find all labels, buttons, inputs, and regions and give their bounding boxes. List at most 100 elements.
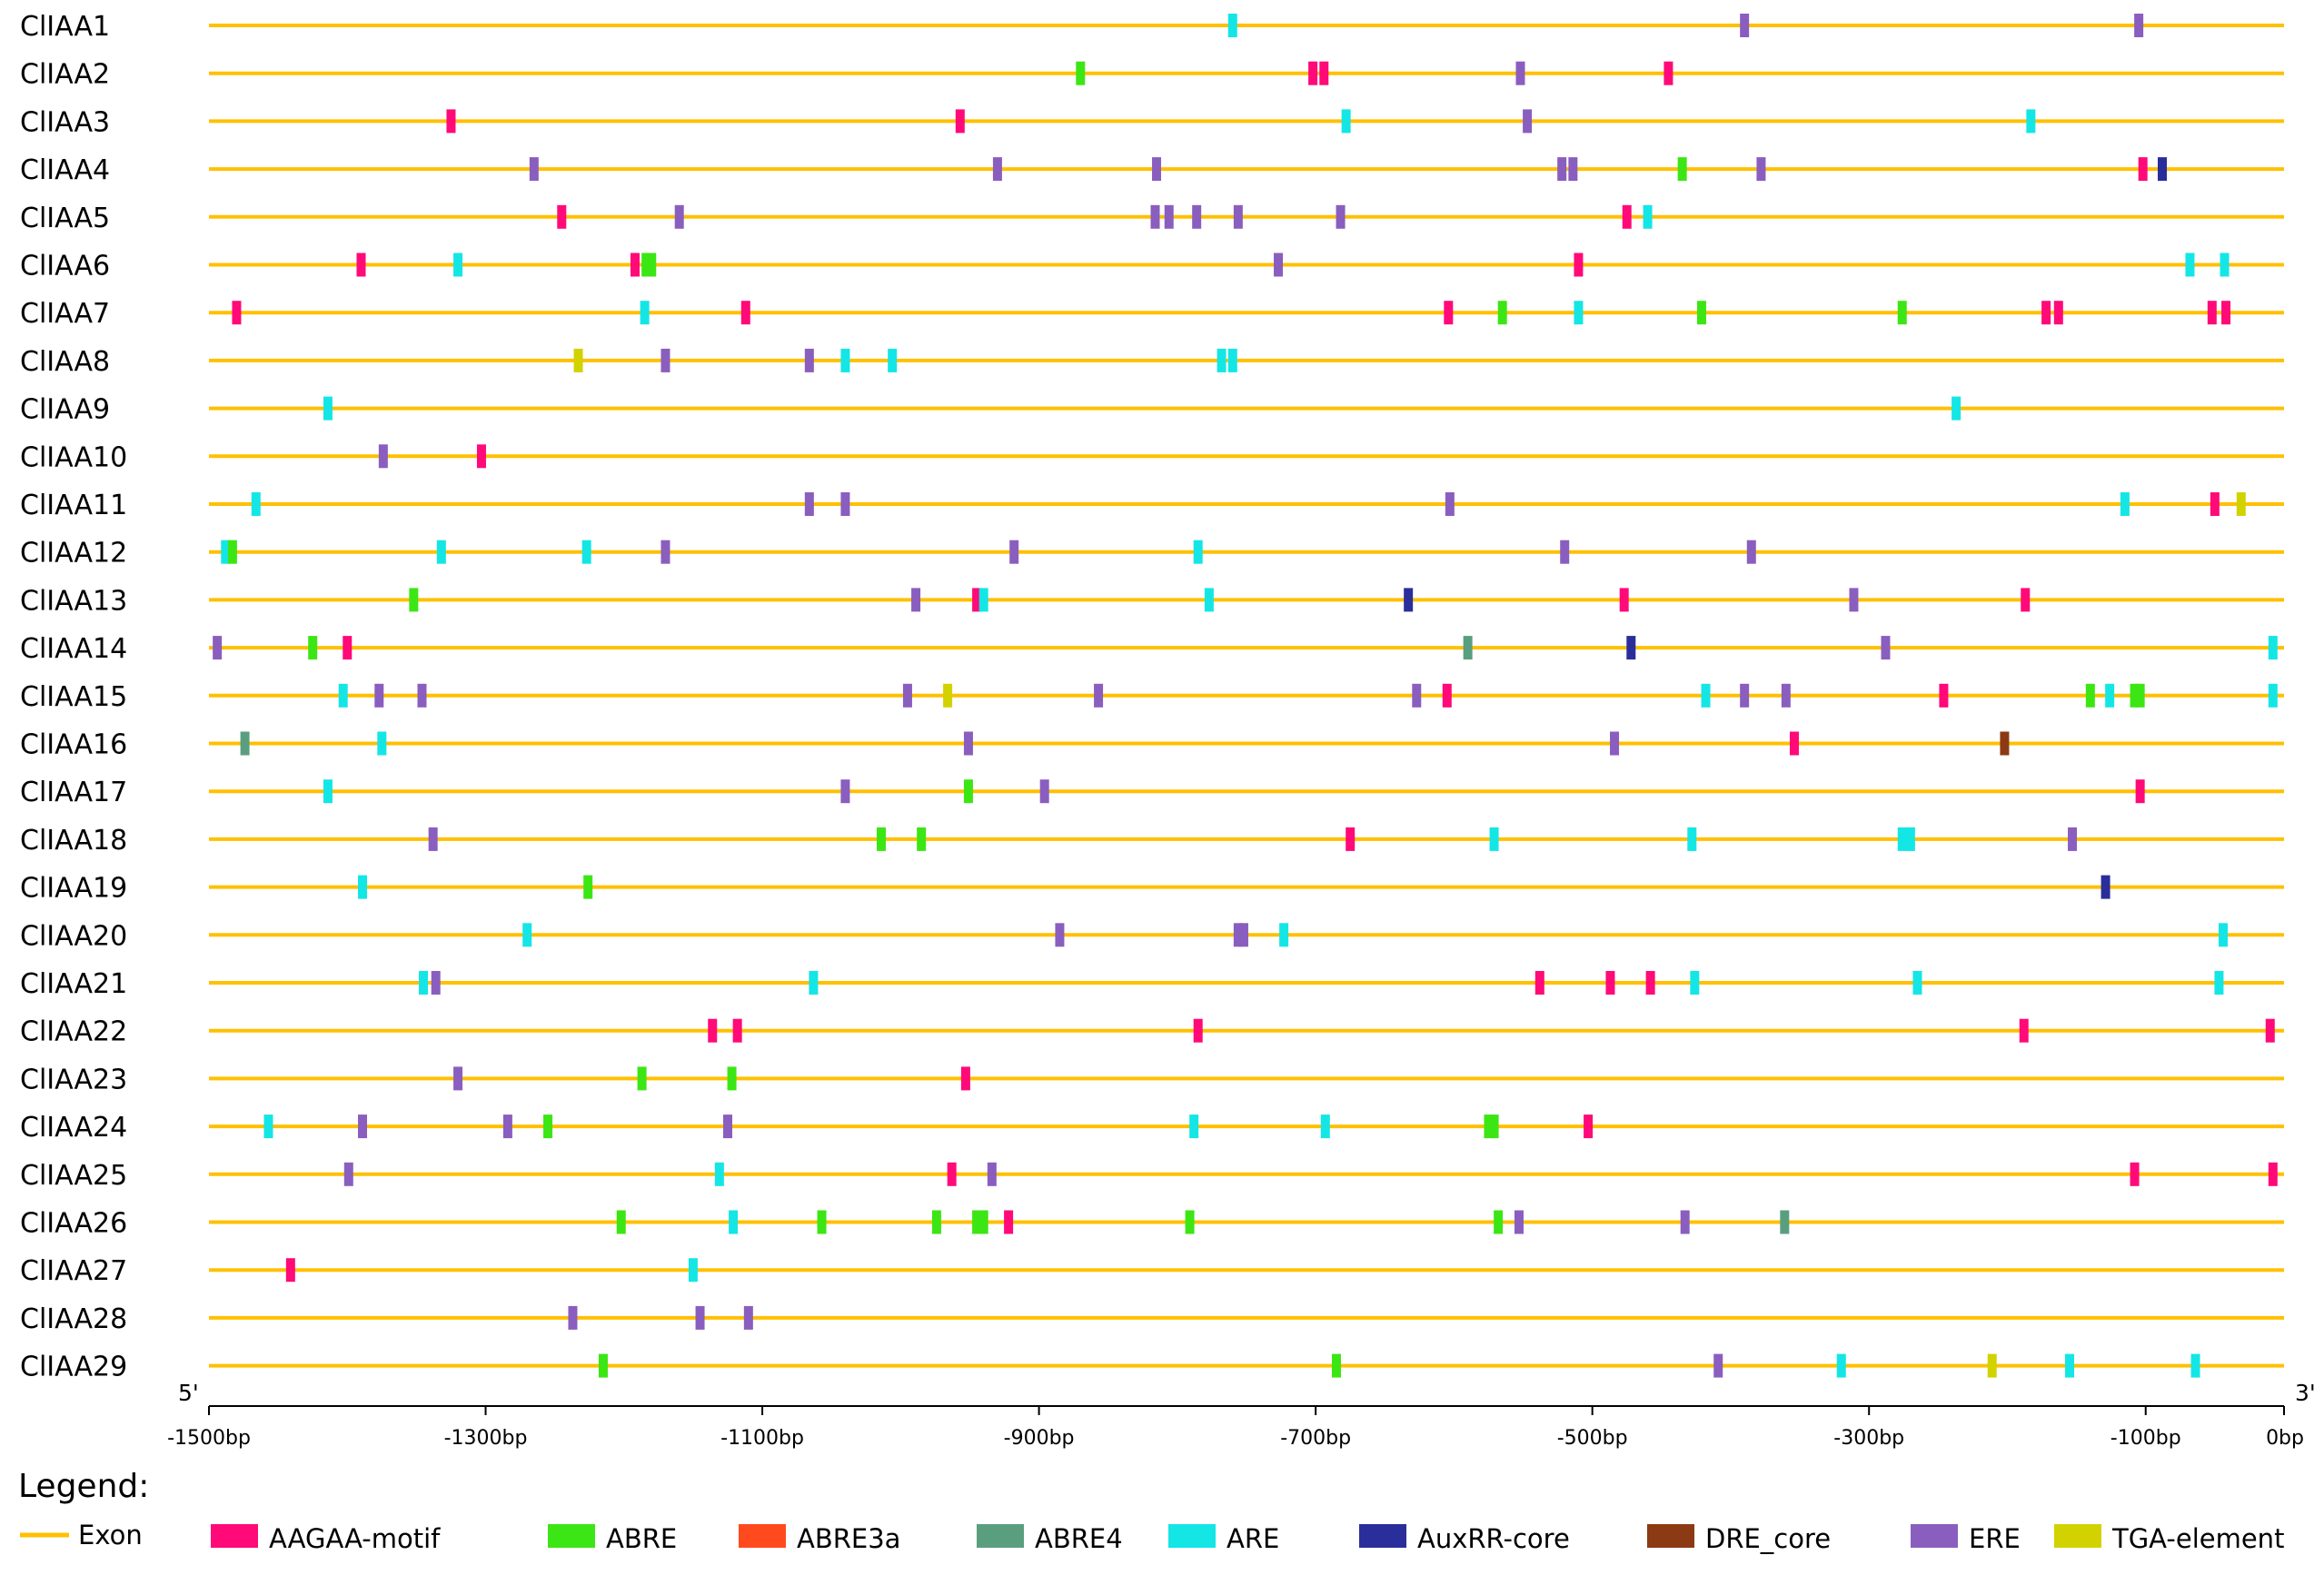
x-axis: -1500bp -1300bp -1100bp -900bp -700bp -500bp -… bbox=[167, 1380, 2316, 1450]
gene-label: ClIAA17 bbox=[20, 777, 127, 808]
legend-label: ABRE3a bbox=[797, 1523, 900, 1554]
cis-element-aagaa-motif bbox=[2138, 157, 2148, 182]
cis-element-ere bbox=[723, 1114, 732, 1139]
gene-label: ClIAA26 bbox=[20, 1208, 127, 1240]
legend-label: DRE_core bbox=[1705, 1523, 1831, 1554]
cis-element-aagaa-motif bbox=[356, 253, 366, 277]
x-tick-label: -900bp bbox=[1004, 1427, 1075, 1450]
cis-element-aagaa-motif bbox=[476, 444, 486, 469]
gene-row: ClIAA20 bbox=[20, 920, 2284, 952]
cis-element-are bbox=[809, 971, 819, 995]
x-tick-label: -1300bp bbox=[444, 1427, 528, 1450]
legend-item: ARE bbox=[1168, 1523, 1279, 1554]
cis-element-abre bbox=[641, 253, 651, 277]
legend: Legend: Exon AAGAA-motif ABRE ABRE3a ABRE4 A… bbox=[18, 1468, 2284, 1554]
cis-element-abre bbox=[972, 1210, 982, 1234]
cis-element-ere bbox=[1568, 157, 1578, 182]
five-prime-label: 5' bbox=[178, 1380, 199, 1406]
cis-element-tga-element bbox=[573, 348, 583, 372]
three-prime-label: 3' bbox=[2295, 1380, 2316, 1406]
cis-element-abre bbox=[409, 588, 419, 612]
gene-label: ClIAA14 bbox=[20, 633, 127, 665]
cis-element-are bbox=[2120, 492, 2130, 516]
cis-element-ere bbox=[1238, 923, 1248, 947]
legend-exon-label: Exon bbox=[78, 1520, 143, 1550]
cis-element-abre bbox=[647, 253, 657, 277]
cis-element-aagaa-motif bbox=[972, 588, 982, 612]
gene-label: ClIAA29 bbox=[20, 1352, 127, 1383]
cis-element-aagaa-motif bbox=[446, 109, 456, 134]
x-axis-ticks: -1500bp -1300bp -1100bp -900bp -700bp -500bp -… bbox=[167, 1406, 2304, 1450]
cis-element-tga-element bbox=[1987, 1353, 1997, 1378]
cis-element-are bbox=[1189, 1114, 1199, 1139]
cis-element-abre bbox=[727, 1066, 737, 1091]
cis-element-aagaa-motif bbox=[232, 301, 242, 325]
cis-element-aagaa-motif bbox=[557, 204, 567, 229]
legend-label: ARE bbox=[1227, 1523, 1279, 1554]
cis-element-aagaa-motif bbox=[343, 636, 353, 660]
cis-element-are bbox=[1320, 1114, 1330, 1139]
cis-element-are bbox=[263, 1114, 273, 1139]
cis-element-ere bbox=[1881, 636, 1891, 660]
cis-element-abre bbox=[963, 779, 973, 804]
gene-label: ClIAA21 bbox=[20, 968, 127, 1000]
legend-item: DRE_core bbox=[1647, 1523, 1831, 1554]
cis-element-are bbox=[714, 1162, 724, 1186]
cis-element-ere bbox=[1746, 540, 1756, 564]
cis-element-ere bbox=[1514, 1210, 1524, 1234]
legend-item: ABRE4 bbox=[977, 1523, 1123, 1554]
cis-element-are bbox=[323, 396, 333, 421]
cis-element-ere bbox=[1336, 204, 1346, 229]
gene-row: ClIAA4 bbox=[20, 154, 2284, 186]
cis-element-ere bbox=[1445, 492, 1455, 516]
x-tick-label: -300bp bbox=[1833, 1427, 1904, 1450]
cis-element-abre bbox=[227, 540, 237, 564]
gene-label: ClIAA4 bbox=[20, 154, 110, 186]
cis-element-aagaa-motif bbox=[2130, 1162, 2140, 1186]
cis-element-aagaa-motif bbox=[1442, 683, 1452, 708]
x-tick-label: 0bp bbox=[2266, 1427, 2304, 1450]
legend-label: AuxRR-core bbox=[1417, 1523, 1570, 1554]
cis-element-ere bbox=[1039, 779, 1049, 804]
cis-element-ere bbox=[1560, 540, 1570, 564]
gene-label: ClIAA20 bbox=[20, 920, 127, 952]
cis-element-are bbox=[1701, 683, 1711, 708]
cis-element-are bbox=[1687, 827, 1697, 851]
cis-element-ere bbox=[902, 683, 912, 708]
gene-row: ClIAA16 bbox=[20, 729, 2284, 761]
cis-element-are bbox=[522, 923, 532, 947]
cis-element-ere bbox=[378, 444, 388, 469]
gene-label: ClIAA8 bbox=[20, 346, 110, 378]
cis-element-ere bbox=[358, 1114, 368, 1139]
gene-label: ClIAA11 bbox=[20, 490, 127, 521]
cis-element-aagaa-motif bbox=[947, 1162, 957, 1186]
cis-element-abre4 bbox=[240, 731, 250, 756]
legend-item: AuxRR-core bbox=[1359, 1523, 1570, 1554]
cis-element-are bbox=[221, 540, 231, 564]
cis-element-are bbox=[2064, 1353, 2074, 1378]
legend-item: AAGAA-motif bbox=[211, 1523, 441, 1554]
cis-element-ere bbox=[2068, 827, 2078, 851]
cis-element-ere bbox=[660, 540, 670, 564]
cis-element-aagaa-motif bbox=[1939, 683, 1949, 708]
cis-element-aagaa-motif bbox=[740, 301, 750, 325]
cis-element-ere bbox=[1781, 683, 1791, 708]
gene-row: ClIAA26 bbox=[20, 1208, 2284, 1240]
legend-label: ERE bbox=[1969, 1523, 2021, 1554]
cis-element-are bbox=[419, 971, 429, 995]
cis-element-are bbox=[323, 779, 333, 804]
cis-element-abre bbox=[598, 1353, 608, 1378]
gene-row: ClIAA28 bbox=[20, 1303, 2284, 1335]
cis-element-are bbox=[1193, 540, 1203, 564]
cis-element-ere bbox=[804, 348, 814, 372]
gene-label: ClIAA3 bbox=[20, 106, 110, 138]
gene-row: ClIAA6 bbox=[20, 251, 2284, 282]
cis-element-are bbox=[1279, 923, 1289, 947]
gene-row: ClIAA24 bbox=[20, 1112, 2284, 1144]
cis-element-are bbox=[1690, 971, 1700, 995]
legend-label: AAGAA-motif bbox=[269, 1523, 441, 1554]
cis-element-ere bbox=[374, 683, 384, 708]
cis-element-ere bbox=[1557, 157, 1567, 182]
cis-element-are bbox=[581, 540, 591, 564]
